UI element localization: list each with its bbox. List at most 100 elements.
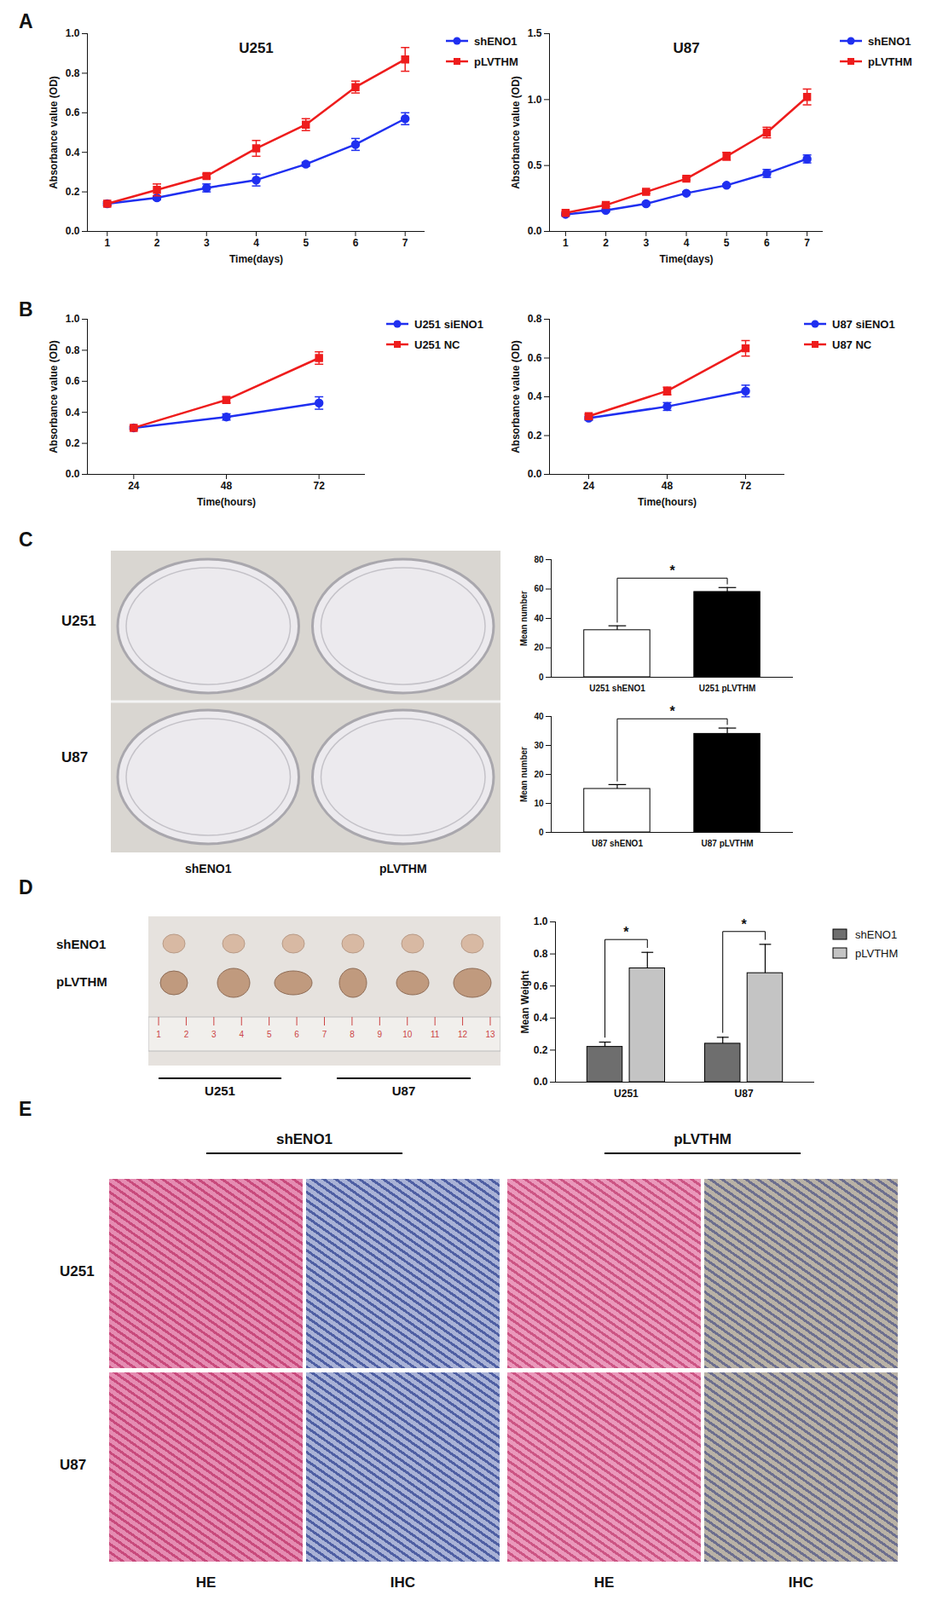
- svg-text:5: 5: [302, 237, 309, 249]
- svg-text:60: 60: [533, 584, 544, 594]
- svg-text:0.8: 0.8: [527, 312, 543, 325]
- html-text:HE: HE: [195, 1574, 216, 1591]
- svg-text:2: 2: [184, 1029, 190, 1040]
- svg-text:10: 10: [533, 798, 544, 809]
- svg-text:Time(days): Time(days): [229, 253, 284, 266]
- svg-text:30: 30: [533, 740, 544, 751]
- html-text:U251: U251: [59, 1263, 95, 1280]
- svg-text:Mean Weight: Mean Weight: [519, 971, 532, 1035]
- svg-text:U251: U251: [613, 1087, 639, 1100]
- svg-text:3: 3: [642, 237, 649, 249]
- svg-text:0: 0: [538, 827, 544, 838]
- svg-text:Mean number: Mean number: [519, 590, 529, 647]
- svg-text:12: 12: [457, 1029, 469, 1040]
- svg-text:1.5: 1.5: [527, 27, 543, 40]
- svg-text:3: 3: [211, 1029, 217, 1040]
- svg-text:72: 72: [312, 480, 325, 492]
- svg-text:1: 1: [562, 237, 569, 249]
- svg-text:0.2: 0.2: [65, 185, 81, 198]
- svg-text:40: 40: [533, 711, 544, 722]
- svg-text:9: 9: [377, 1029, 383, 1040]
- svg-text:0.0: 0.0: [527, 225, 543, 238]
- svg-text:7: 7: [803, 237, 810, 249]
- svg-text:U251 shENO1: U251 shENO1: [589, 683, 646, 694]
- svg-text:0.0: 0.0: [527, 468, 543, 481]
- svg-text:80: 80: [533, 555, 544, 565]
- svg-text:0.6: 0.6: [65, 375, 81, 388]
- svg-text:Time(hours): Time(hours): [637, 496, 697, 509]
- svg-text:0.4: 0.4: [533, 1012, 549, 1024]
- svg-text:0.2: 0.2: [65, 437, 81, 450]
- svg-text:40: 40: [533, 613, 544, 624]
- svg-text:*: *: [623, 925, 630, 940]
- svg-text:0.0: 0.0: [533, 1075, 549, 1088]
- html-text:shENO1: shENO1: [276, 1131, 333, 1148]
- svg-text:U87: U87: [734, 1087, 754, 1100]
- svg-text:4: 4: [238, 1029, 244, 1040]
- svg-text:0.8: 0.8: [533, 948, 549, 961]
- svg-text:0.8: 0.8: [65, 67, 81, 80]
- svg-text:1.0: 1.0: [65, 312, 81, 325]
- svg-text:11: 11: [430, 1029, 440, 1040]
- svg-text:13: 13: [485, 1029, 496, 1040]
- svg-text:U251: U251: [238, 40, 274, 57]
- svg-text:20: 20: [533, 769, 544, 780]
- svg-text:48: 48: [661, 480, 674, 492]
- svg-text:Absorbance value (OD): Absorbance value (OD): [509, 75, 522, 190]
- svg-text:6: 6: [352, 237, 359, 249]
- svg-text:*: *: [740, 917, 747, 932]
- svg-text:0.2: 0.2: [527, 429, 543, 442]
- svg-text:Absorbance value (OD): Absorbance value (OD): [509, 340, 522, 454]
- svg-text:6: 6: [294, 1029, 300, 1040]
- svg-text:24: 24: [127, 480, 140, 492]
- svg-text:0: 0: [538, 672, 544, 683]
- html-text:U251: U251: [61, 613, 97, 630]
- svg-text:8: 8: [349, 1029, 355, 1040]
- svg-text:Absorbance value (OD): Absorbance value (OD): [47, 75, 60, 190]
- svg-text:0.4: 0.4: [65, 146, 81, 159]
- svg-text:20: 20: [533, 642, 544, 653]
- svg-text:Time(hours): Time(hours): [196, 496, 256, 509]
- svg-text:*: *: [669, 704, 676, 719]
- svg-text:6: 6: [763, 237, 770, 249]
- svg-text:0.6: 0.6: [527, 352, 543, 365]
- svg-text:4: 4: [253, 237, 260, 249]
- svg-text:7: 7: [402, 237, 409, 249]
- svg-text:1: 1: [156, 1029, 162, 1040]
- svg-text:0.5: 0.5: [527, 159, 543, 172]
- svg-text:0.0: 0.0: [65, 468, 81, 481]
- svg-text:U87: U87: [672, 40, 700, 57]
- svg-text:U251 pLVTHM: U251 pLVTHM: [699, 683, 757, 694]
- svg-text:1: 1: [104, 237, 110, 249]
- svg-text:0.4: 0.4: [527, 390, 543, 403]
- svg-text:10: 10: [402, 1029, 413, 1040]
- svg-text:U87 pLVTHM: U87 pLVTHM: [701, 838, 754, 849]
- svg-text:1.0: 1.0: [533, 915, 549, 928]
- svg-text:Time(days): Time(days): [659, 253, 713, 266]
- svg-text:72: 72: [740, 480, 752, 492]
- svg-text:1.0: 1.0: [65, 27, 81, 40]
- svg-text:3: 3: [203, 237, 210, 249]
- svg-text:U87 shENO1: U87 shENO1: [591, 838, 643, 849]
- svg-text:Mean number: Mean number: [519, 746, 529, 803]
- html-text:U87: U87: [61, 749, 88, 766]
- svg-text:0.0: 0.0: [65, 225, 81, 238]
- svg-text:Absorbance value (OD): Absorbance value (OD): [47, 340, 60, 454]
- svg-text:48: 48: [220, 480, 233, 492]
- svg-text:*: *: [669, 563, 676, 579]
- svg-text:0.2: 0.2: [533, 1044, 549, 1057]
- svg-text:0.6: 0.6: [533, 980, 549, 993]
- svg-text:7: 7: [322, 1029, 328, 1040]
- html-text:pLVTHM: pLVTHM: [673, 1131, 732, 1148]
- svg-text:0.6: 0.6: [65, 106, 81, 119]
- svg-text:0.4: 0.4: [65, 406, 81, 419]
- svg-text:1.0: 1.0: [527, 93, 543, 106]
- svg-text:2: 2: [154, 237, 161, 249]
- svg-text:5: 5: [266, 1029, 272, 1040]
- svg-text:24: 24: [583, 480, 596, 492]
- svg-text:2: 2: [602, 237, 609, 249]
- svg-text:0.8: 0.8: [65, 344, 81, 357]
- html-text:U87: U87: [59, 1457, 87, 1474]
- svg-text:5: 5: [723, 237, 730, 249]
- svg-text:4: 4: [683, 237, 690, 249]
